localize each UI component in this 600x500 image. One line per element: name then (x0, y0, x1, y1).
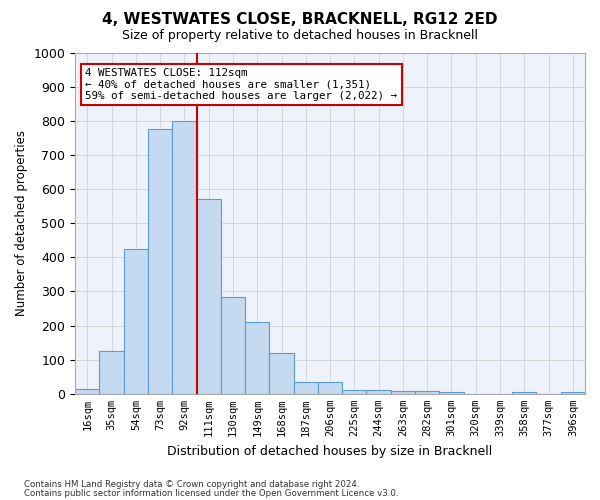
Bar (561, 392, 585, 394)
Text: Contains public sector information licensed under the Open Government Licence v3: Contains public sector information licen… (24, 488, 398, 498)
Bar (512, 392, 536, 394)
Bar (269, 353, 293, 394)
Bar (172, 121, 197, 394)
Bar (75, 388, 100, 394)
Bar (293, 382, 318, 394)
Bar (197, 200, 221, 394)
Bar (439, 392, 464, 394)
Bar (124, 249, 148, 394)
Bar (367, 390, 391, 394)
X-axis label: Distribution of detached houses by size in Bracknell: Distribution of detached houses by size … (167, 444, 493, 458)
Bar (415, 391, 439, 394)
Bar (318, 382, 342, 394)
Bar (342, 390, 367, 394)
Bar (100, 351, 124, 394)
Bar (148, 130, 172, 394)
Bar (245, 322, 269, 394)
Text: 4, WESTWATES CLOSE, BRACKNELL, RG12 2ED: 4, WESTWATES CLOSE, BRACKNELL, RG12 2ED (102, 12, 498, 28)
Bar (221, 296, 245, 394)
Text: Size of property relative to detached houses in Bracknell: Size of property relative to detached ho… (122, 28, 478, 42)
Y-axis label: Number of detached properties: Number of detached properties (15, 130, 28, 316)
Bar (391, 391, 415, 394)
Text: 4 WESTWATES CLOSE: 112sqm
← 40% of detached houses are smaller (1,351)
59% of se: 4 WESTWATES CLOSE: 112sqm ← 40% of detac… (85, 68, 397, 101)
Text: Contains HM Land Registry data © Crown copyright and database right 2024.: Contains HM Land Registry data © Crown c… (24, 480, 359, 489)
